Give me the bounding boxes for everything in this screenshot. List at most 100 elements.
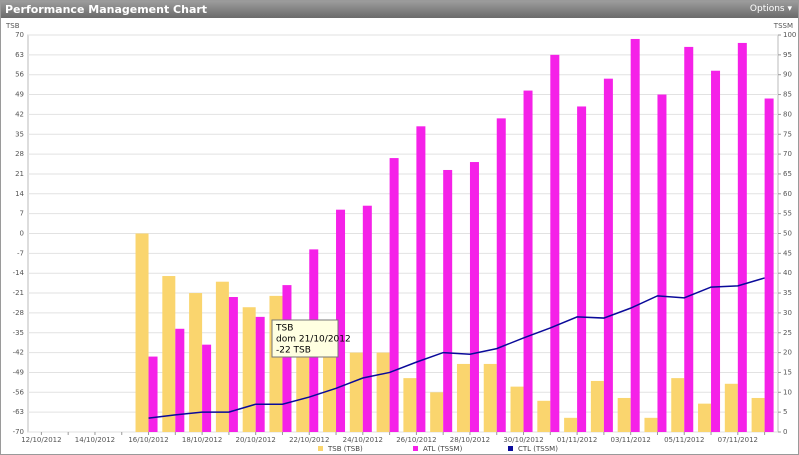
bar: [496, 118, 506, 433]
y-tick-label: 70: [15, 31, 24, 39]
x-tick-label: 30/10/2012: [503, 436, 543, 444]
legend-swatch: [413, 446, 418, 451]
y-tick-label: 63: [15, 51, 24, 59]
options-menu[interactable]: Options ▾: [749, 4, 792, 14]
y-tick-label: 7: [20, 210, 24, 218]
x-tick-label: 24/10/2012: [343, 436, 383, 444]
legend-label: CTL (TSSM): [518, 445, 558, 453]
x-tick-label: 28/10/2012: [450, 436, 490, 444]
bar: [617, 397, 631, 432]
tooltip-line: -22 TSB: [276, 346, 311, 356]
legend-swatch: [318, 446, 323, 451]
legend-swatch: [508, 446, 513, 451]
legend-label: ATL (TSSM): [423, 445, 463, 453]
bar: [644, 417, 658, 432]
y2-tick-label: 0: [783, 428, 787, 436]
bar: [630, 38, 640, 432]
x-tick-label: 12/10/2012: [21, 436, 61, 444]
y2-tick-label: 80: [783, 110, 792, 118]
y-axis-label: TSB: [5, 22, 20, 30]
bar: [135, 233, 149, 432]
bar: [550, 54, 560, 432]
y2-tick-label: 45: [783, 249, 792, 257]
y2-tick-label: 10: [783, 388, 792, 396]
bar: [242, 307, 256, 432]
y-tick-label: 0: [20, 230, 24, 238]
x-tick-label: 18/10/2012: [182, 436, 222, 444]
x-tick-label: 14/10/2012: [75, 436, 115, 444]
bar: [389, 158, 399, 432]
bar: [698, 403, 712, 432]
bar: [443, 169, 453, 433]
bar: [510, 386, 524, 432]
y-tick-label: -7: [17, 249, 24, 257]
bar: [711, 70, 721, 433]
bar: [751, 397, 765, 432]
tooltip-line: dom 21/10/2012: [276, 335, 351, 345]
bar: [215, 281, 229, 432]
bar: [456, 363, 470, 432]
y-tick-label: -35: [13, 329, 24, 337]
y2-tick-label: 50: [783, 230, 792, 238]
bar: [523, 90, 533, 432]
bar: [537, 400, 551, 432]
bar: [323, 346, 337, 432]
bar: [255, 316, 265, 432]
bar: [603, 78, 613, 433]
y-tick-label: 35: [15, 130, 24, 138]
x-tick-label: 26/10/2012: [396, 436, 436, 444]
y2-tick-label: 25: [783, 329, 792, 337]
bar: [362, 205, 372, 432]
bar: [483, 363, 497, 432]
y2-tick-label: 65: [783, 170, 792, 178]
x-tick-label: 05/11/2012: [664, 436, 704, 444]
bar: [577, 106, 587, 433]
x-tick-label: 01/11/2012: [557, 436, 597, 444]
bar: [671, 378, 685, 432]
bar: [282, 285, 292, 432]
bar: [376, 352, 390, 432]
y-tick-label: -42: [13, 349, 24, 357]
bar: [162, 276, 176, 432]
y2-tick-label: 60: [783, 190, 792, 198]
y2-tick-label: 20: [783, 349, 792, 357]
y-tick-label: -21: [13, 289, 24, 297]
y2-tick-label: 15: [783, 368, 792, 376]
bar: [228, 297, 238, 432]
y-tick-label: 49: [15, 91, 24, 99]
bar: [349, 352, 363, 432]
title-bar: Performance Management Chart Options ▾: [1, 1, 798, 18]
bar: [724, 383, 738, 432]
y-tick-label: -56: [13, 388, 25, 396]
bar: [189, 293, 203, 432]
y2-tick-label: 55: [783, 210, 792, 218]
y2-tick-label: 85: [783, 91, 792, 99]
tooltip-box: [271, 319, 339, 358]
y2-tick-label: 75: [783, 130, 792, 138]
bar: [430, 392, 444, 432]
x-tick-label: 16/10/2012: [128, 436, 168, 444]
y-tick-label: 56: [15, 71, 24, 79]
bar: [764, 98, 774, 433]
bar: [148, 356, 158, 432]
y-tick-label: 42: [15, 110, 24, 118]
legend: TSB (TSB) ATL (TSSM) CTL (TSSM): [318, 445, 558, 453]
bar: [737, 42, 747, 432]
bar: [684, 46, 694, 432]
line: [148, 277, 765, 419]
y2-tick-label: 40: [783, 269, 792, 277]
bar: [590, 380, 604, 432]
tooltip-line: TSB: [275, 324, 293, 334]
bar: [202, 344, 212, 432]
y2-tick-label: 70: [783, 150, 792, 158]
bar: [175, 328, 185, 432]
y2-tick-label: 35: [783, 289, 792, 297]
legend-label: TSB (TSB): [327, 445, 363, 453]
y-tick-label: -49: [13, 368, 24, 376]
x-tick-label: 03/11/2012: [610, 436, 650, 444]
y-tick-label: -28: [13, 309, 24, 317]
y2-tick-label: 5: [783, 408, 787, 416]
y2-tick-label: 95: [783, 51, 792, 59]
y-tick-label: -14: [13, 269, 25, 277]
